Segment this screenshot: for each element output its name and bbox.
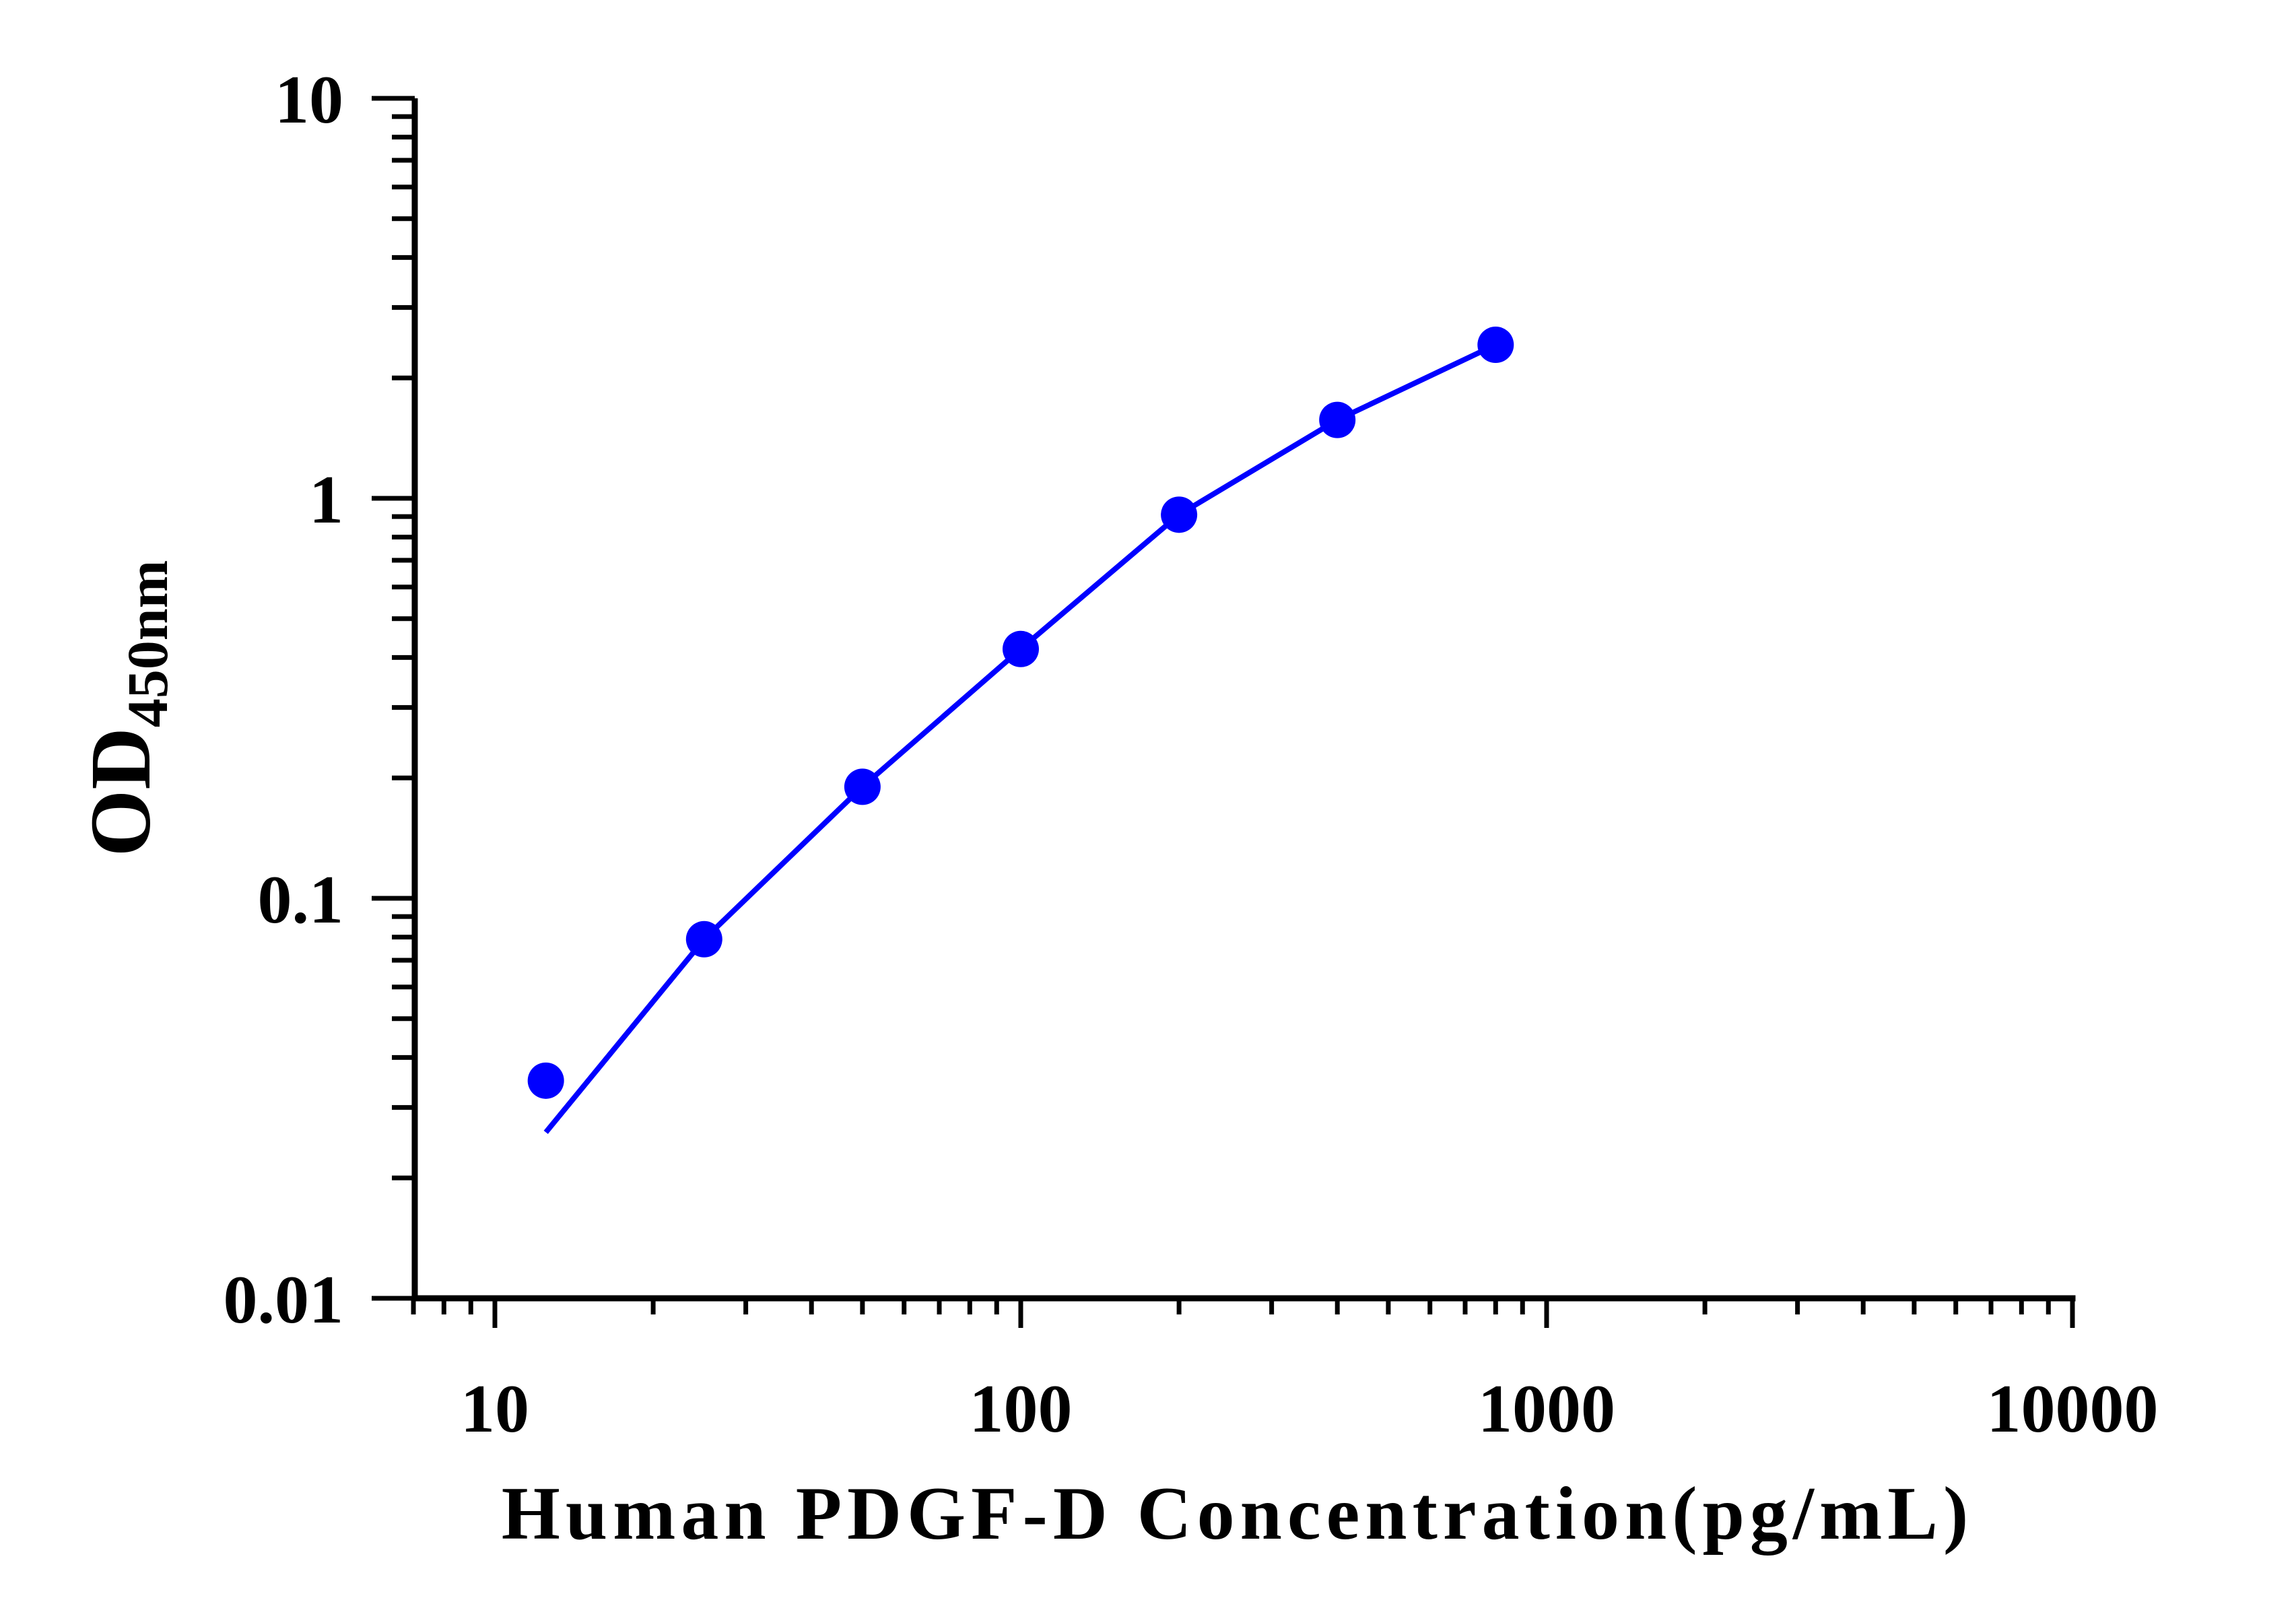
tick-labels-layer: 10 100 1000 10000 0.01 0.1 1 10 [224, 62, 2159, 1447]
data-point [527, 1062, 564, 1099]
data-point [1161, 496, 1198, 533]
y-tick-label: 0.1 [258, 862, 344, 938]
data-point [844, 768, 881, 805]
y-tick-label: 0.01 [224, 1262, 344, 1338]
data-points-layer [527, 327, 1514, 1099]
fit-curve-line [543, 342, 1497, 1135]
data-point [1477, 327, 1514, 364]
y-tick-label: 1 [309, 462, 343, 538]
fit-curve-layer [543, 342, 1497, 1135]
x-axis-title: Human PDGF-D Concentration(pg/mL) [502, 1472, 1974, 1556]
data-point [685, 921, 722, 958]
x-tick-label: 10 [461, 1371, 529, 1447]
data-point [1319, 401, 1356, 438]
axes [372, 96, 2076, 1328]
y-axis-title-subscript: 450nm [115, 560, 180, 727]
y-tick-label: 10 [275, 62, 343, 138]
x-tick-label: 10000 [1987, 1371, 2159, 1447]
x-tick-label: 1000 [1478, 1371, 1615, 1447]
y-axis-title: OD450nm [73, 560, 180, 857]
y-axis-title-main: OD [73, 727, 168, 857]
x-tick-label: 100 [970, 1371, 1073, 1447]
data-point [1003, 630, 1039, 667]
